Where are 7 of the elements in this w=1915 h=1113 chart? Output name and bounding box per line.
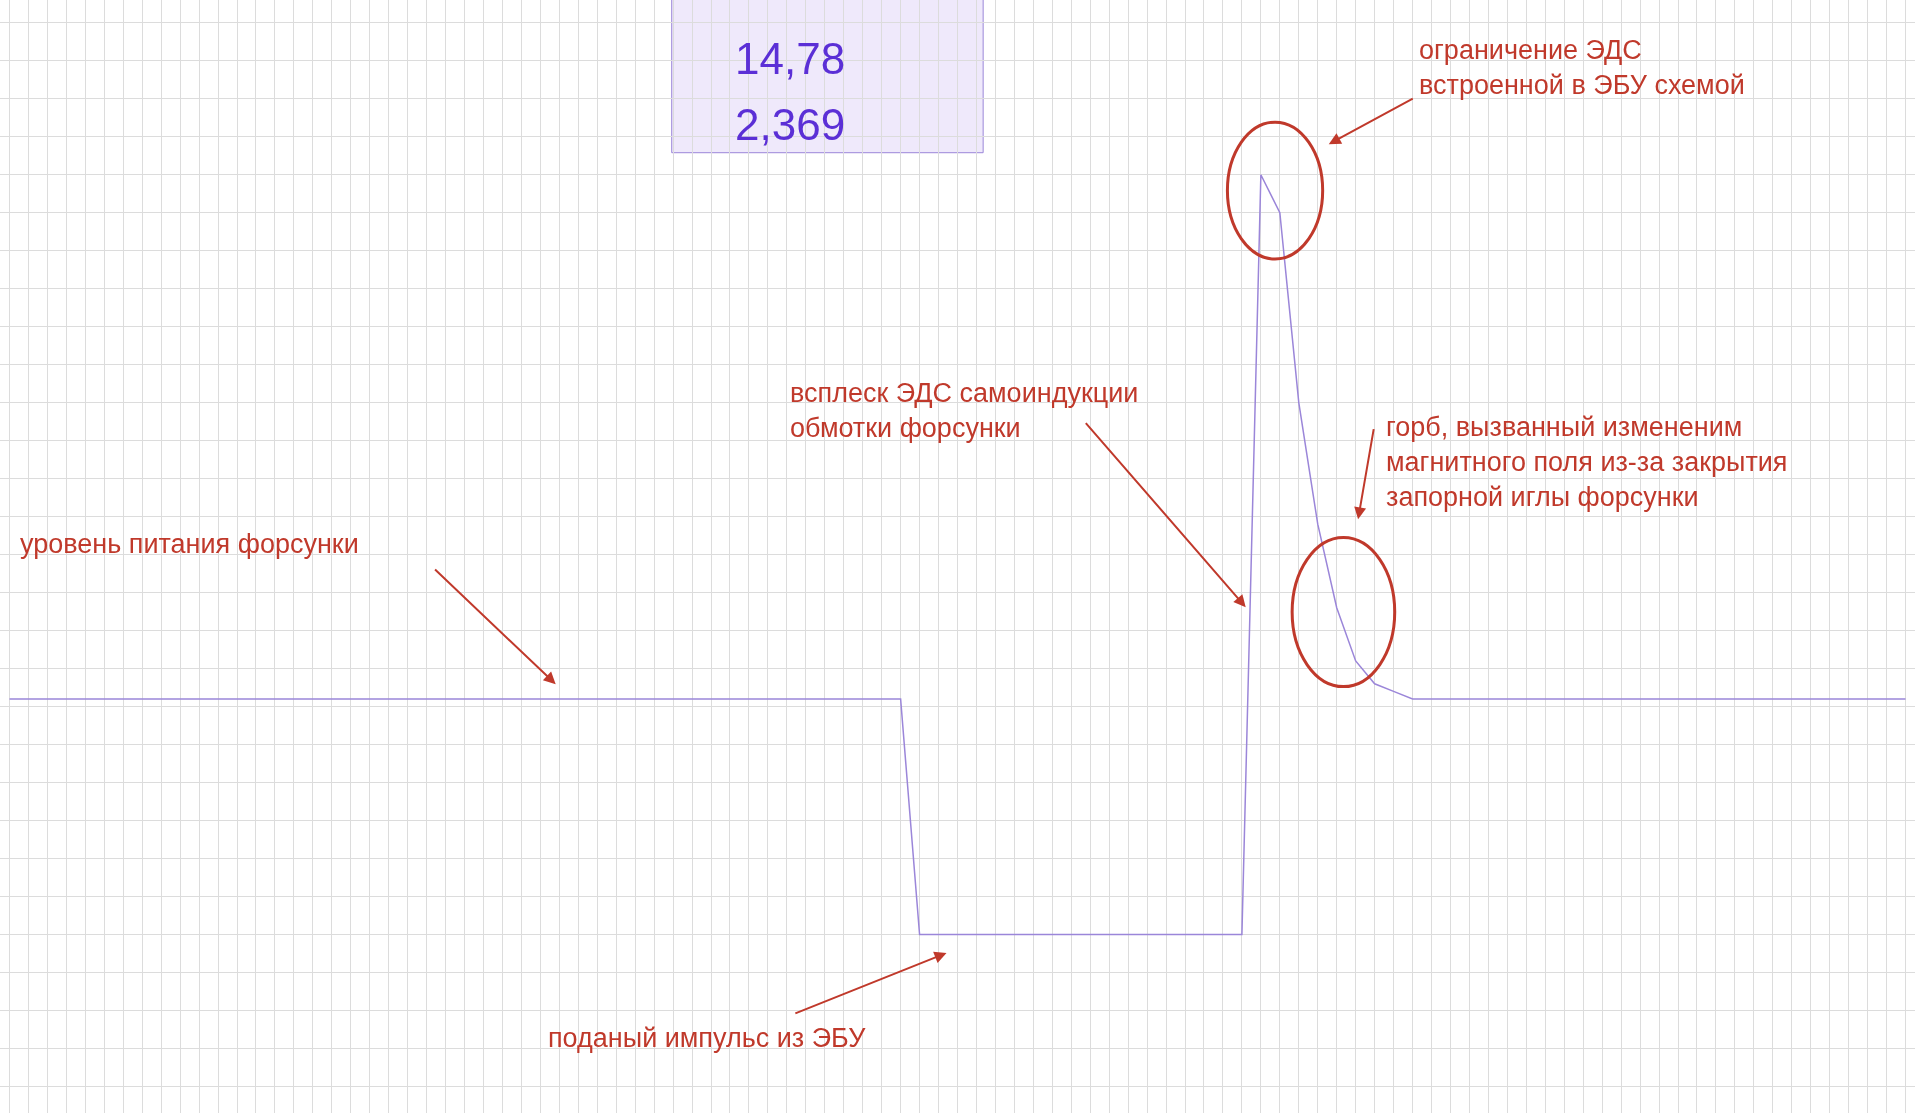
- annotation: горб, вызванный измененим магнитного поля из-за закрытия запорной иглы форсунки: [1386, 412, 1788, 513]
- annotation: уровень питания форсунки: [20, 529, 359, 559]
- text: 2,369: [735, 100, 846, 149]
- annotation: всплеск ЭДС самоиндукции обмотки форсунки: [790, 378, 1139, 444]
- text: 14,78: [735, 34, 846, 83]
- text: ограничение ЭДС встроенной в ЭБУ схемой: [1419, 35, 1745, 101]
- text: поданый импульс из ЭБУ: [548, 1023, 867, 1053]
